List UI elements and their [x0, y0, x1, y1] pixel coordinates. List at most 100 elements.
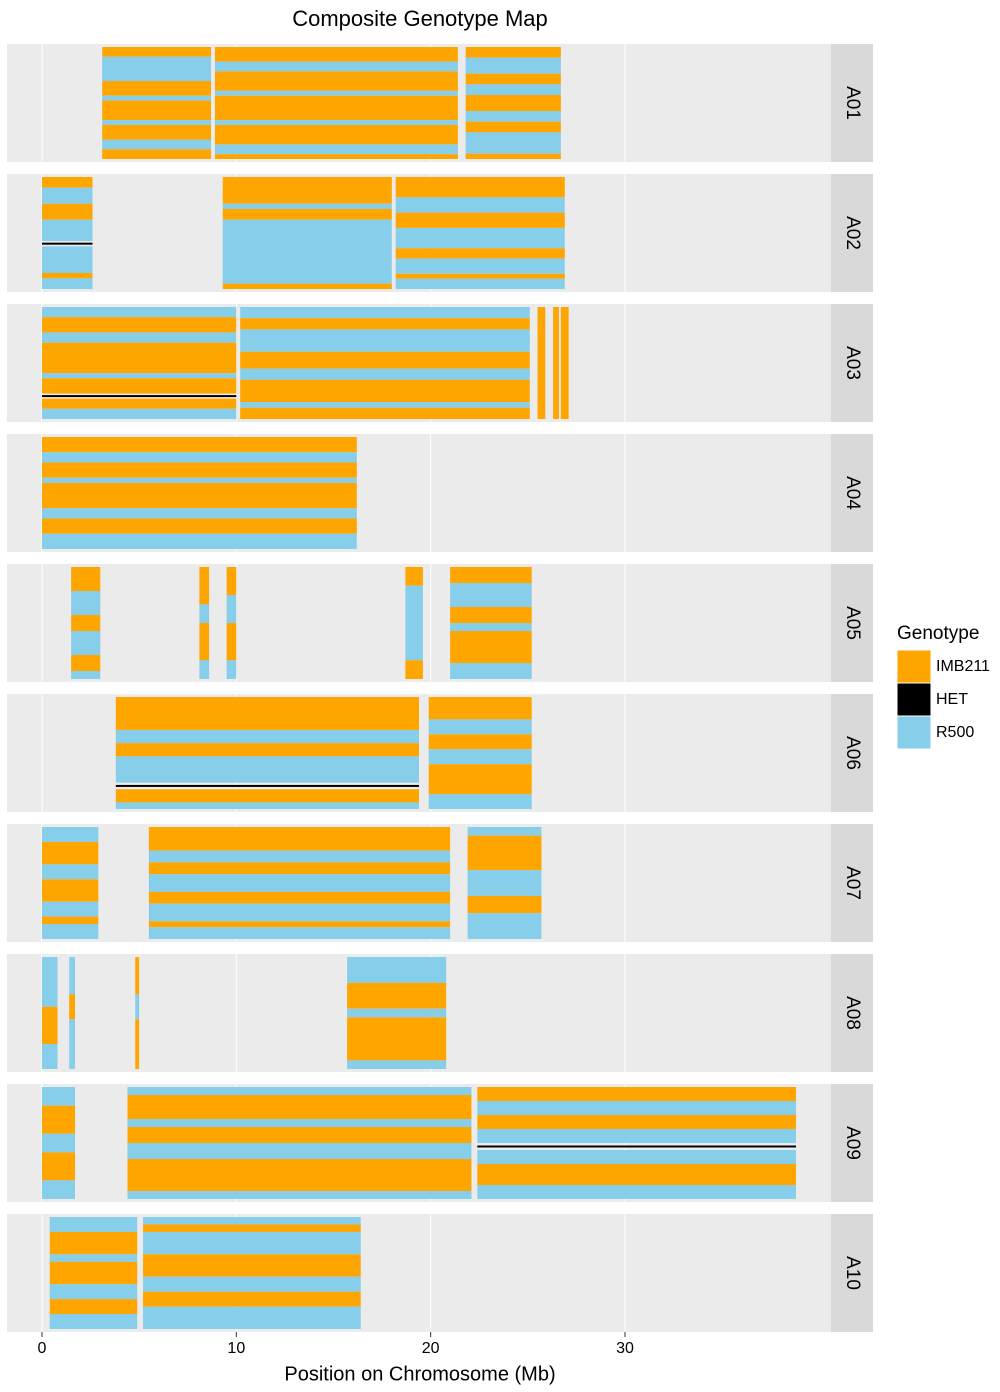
- strip-label: A05: [842, 606, 863, 640]
- genotype-band: [226, 595, 237, 623]
- genotype-band: [102, 95, 212, 101]
- genotype-band: [41, 452, 357, 463]
- genotype-band: [148, 891, 451, 904]
- genotype-band: [214, 144, 458, 155]
- genotype-band: [428, 719, 532, 735]
- strip-background: [831, 1084, 873, 1202]
- genotype-band: [222, 219, 392, 284]
- genotype-band: [127, 1191, 472, 1199]
- strip-background: [831, 1214, 873, 1332]
- genotype-band: [148, 850, 451, 863]
- genotype-band: [115, 784, 419, 787]
- genotype-band: [347, 982, 447, 1009]
- genotype-band: [214, 47, 458, 62]
- strip-label: A02: [842, 216, 863, 250]
- genotype-band: [41, 957, 58, 1007]
- genotype-band: [41, 533, 357, 549]
- genotype-band: [41, 307, 237, 318]
- genotype-band: [102, 47, 212, 57]
- genotype-band: [41, 373, 237, 379]
- genotype-band: [41, 864, 99, 880]
- genotype-band: [115, 729, 419, 744]
- genotype-band: [465, 153, 561, 159]
- genotype-band: [465, 57, 561, 74]
- genotype-band: [41, 398, 237, 409]
- genotype-band: [240, 402, 530, 408]
- genotype-band: [41, 342, 237, 374]
- genotype-band: [143, 1291, 361, 1307]
- genotype-band: [395, 197, 565, 213]
- genotype-band: [428, 734, 532, 750]
- chart-title: Composite Genotype Map: [292, 6, 548, 31]
- genotype-band: [428, 749, 532, 765]
- genotype-band: [214, 95, 458, 121]
- genotype-band: [127, 1087, 472, 1095]
- genotype-band: [41, 1133, 76, 1153]
- genotype-band: [347, 1060, 447, 1069]
- genotype-band: [41, 482, 357, 509]
- genotype-band: [41, 508, 357, 519]
- genotype-band: [148, 874, 451, 892]
- genotype-band: [465, 111, 561, 122]
- genotype-band: [467, 895, 542, 914]
- genotype-band: [102, 100, 212, 121]
- genotype-band: [405, 660, 423, 679]
- genotype-band: [41, 219, 93, 241]
- genotype-band: [226, 660, 237, 679]
- genotype-band: [102, 81, 212, 96]
- genotype-band: [467, 835, 542, 871]
- genotype-band: [41, 408, 237, 419]
- legend-label: HET: [936, 691, 968, 708]
- genotype-band: [41, 1006, 58, 1045]
- genotype-band: [347, 1017, 447, 1061]
- genotype-band: [41, 924, 99, 939]
- genotype-band: [143, 1231, 361, 1255]
- legend-title: Genotype: [897, 623, 979, 644]
- genotype-band: [214, 61, 458, 72]
- genotype-band: [199, 623, 210, 661]
- genotype-band: [395, 273, 565, 279]
- genotype-band: [41, 273, 93, 279]
- genotype-band: [69, 957, 76, 995]
- genotype-band: [347, 957, 447, 983]
- genotype-band: [199, 604, 210, 623]
- genotype-band: [214, 124, 458, 145]
- genotype-band: [41, 827, 99, 842]
- genotype-band: [465, 132, 561, 154]
- genotype-band: [477, 1129, 797, 1143]
- genotype-band: [465, 95, 561, 111]
- genotype-band: [41, 1180, 76, 1199]
- genotype-band: [553, 307, 559, 419]
- genotype-band: [127, 1127, 472, 1143]
- genotype-band: [127, 1143, 472, 1159]
- genotype-band: [428, 764, 532, 795]
- genotype-band: [214, 120, 458, 125]
- genotype-band: [41, 395, 237, 398]
- genotype-band: [41, 1105, 76, 1134]
- genotype-band: [226, 623, 237, 661]
- genotype-band: [560, 307, 569, 419]
- genotype-band: [102, 124, 212, 140]
- genotype-band: [135, 994, 140, 1020]
- genotype-band: [49, 1284, 138, 1300]
- genotype-band: [465, 121, 561, 133]
- genotype-band: [41, 916, 99, 925]
- genotype-band: [467, 913, 542, 939]
- genotype-band: [41, 177, 93, 188]
- genotype-band: [450, 567, 532, 583]
- genotype-band: [222, 283, 392, 289]
- genotype-band: [405, 585, 423, 661]
- legend-key: [896, 682, 932, 717]
- genotype-band: [41, 462, 357, 478]
- genotype-band: [115, 756, 419, 783]
- genotype-band: [41, 317, 237, 333]
- x-tick-label: 20: [422, 1340, 440, 1357]
- genotype-band: [41, 1087, 76, 1106]
- genotype-band: [102, 120, 212, 125]
- genotype-band: [395, 212, 565, 228]
- strip-background: [831, 44, 873, 162]
- legend-label: IMB211: [936, 658, 990, 675]
- genotype-band: [135, 1019, 140, 1069]
- genotype-band: [41, 477, 357, 483]
